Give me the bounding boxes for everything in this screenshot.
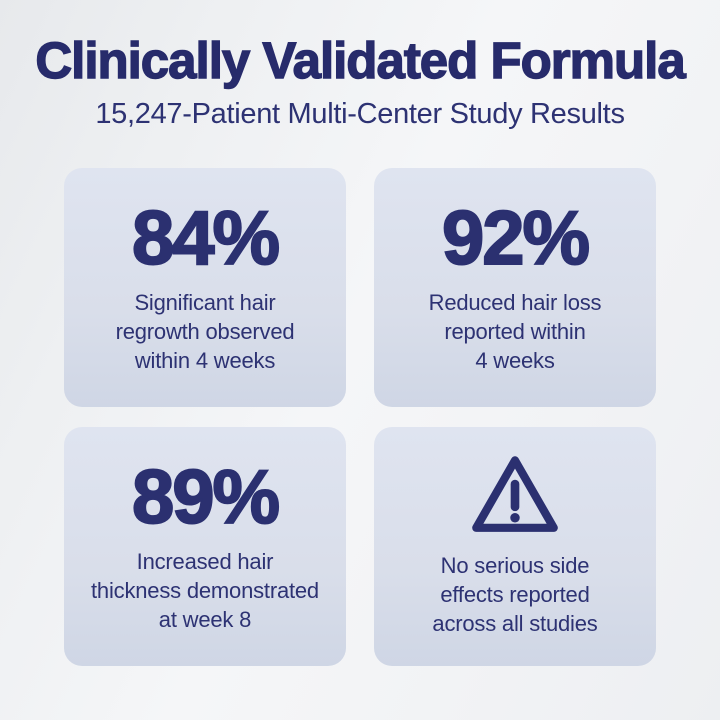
page-subtitle: 15,247-Patient Multi-Center Study Result… — [95, 98, 625, 131]
stat-card-hair-loss: 92% Reduced hair loss reported within 4 … — [374, 168, 656, 408]
stat-value-thickness: 89% — [131, 455, 281, 541]
stat-description-regrowth: Significant hair regrowth observed withi… — [115, 290, 295, 373]
stat-card-thickness: 89% Increased hair thickness demonstrate… — [64, 427, 346, 667]
stat-description-hair-loss: Reduced hair loss reported within 4 week… — [428, 290, 602, 373]
stat-description-thickness: Increased hair thickness demonstrated at… — [91, 549, 319, 632]
page-title: Clinically Validated Formula — [35, 32, 687, 90]
warning-triangle-icon — [469, 454, 561, 536]
header: Clinically Validated Formula 15,247-Pati… — [0, 0, 720, 131]
stat-value-hair-loss: 92% — [441, 196, 591, 282]
stats-grid: 84% Significant hair regrowth observed w… — [64, 168, 656, 667]
stat-card-regrowth: 84% Significant hair regrowth observed w… — [64, 168, 346, 408]
stat-value-regrowth: 84% — [131, 196, 281, 282]
stat-card-side-effects: No serious side effects reported across … — [374, 427, 656, 667]
stat-description-side-effects: No serious side effects reported across … — [432, 553, 598, 636]
